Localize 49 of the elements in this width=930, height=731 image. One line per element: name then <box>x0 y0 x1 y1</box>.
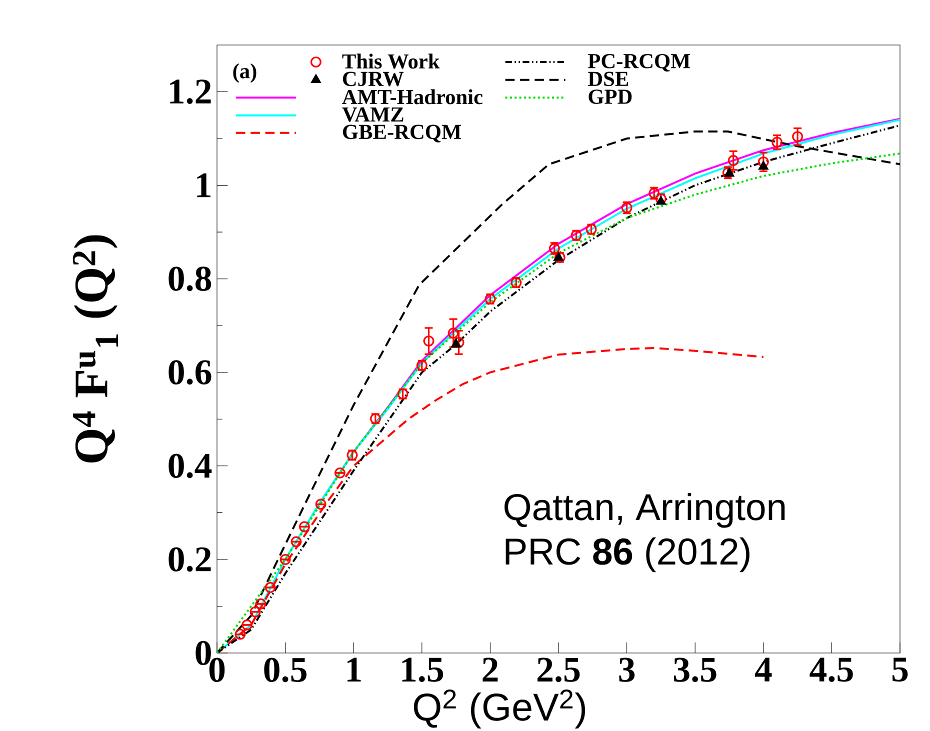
point <box>334 467 346 478</box>
x-tick-label: 5 <box>892 658 908 682</box>
point <box>234 628 246 640</box>
point <box>290 536 302 548</box>
annotation: Qattan, Arrington <box>504 492 785 528</box>
y-tick-label: 0.4 <box>168 454 212 478</box>
x-tick-label: 2 <box>482 658 498 682</box>
point <box>242 619 253 630</box>
legend-label: CJRW <box>342 72 404 86</box>
x-axis-title: Q$^{2}$ (GeV$^{2}$) <box>414 690 586 728</box>
legend-label: GPD <box>588 90 632 104</box>
annotation: (a) <box>233 63 256 83</box>
point <box>250 606 261 618</box>
point <box>453 336 464 348</box>
y-axis-title: Q$^{4}$ F$^{u}$$_{1}$ (Q$^{2}$) <box>72 235 118 463</box>
y-tick-label: 1 <box>197 173 210 198</box>
point <box>728 155 739 166</box>
y-tick-label: 0.6 <box>168 360 212 385</box>
point <box>315 498 326 510</box>
legend-label: VAMZ <box>342 107 404 122</box>
y-tick-label: 0.2 <box>168 547 211 572</box>
legend-label: PC-RCQM <box>588 54 690 72</box>
annotation: PRC 86 (2012) <box>506 537 750 572</box>
x-tick-label: 3 <box>619 658 635 682</box>
point <box>298 521 310 532</box>
point <box>656 196 666 205</box>
point <box>758 156 769 168</box>
y-tick-label: 0.8 <box>168 266 212 292</box>
legend-label: DSE <box>588 72 628 86</box>
point <box>264 582 276 593</box>
point <box>772 136 783 148</box>
point <box>423 336 434 347</box>
point <box>451 338 461 348</box>
point <box>255 598 266 610</box>
x-tick-label: 4.5 <box>810 658 853 682</box>
y-tick-label: 1.2 <box>170 80 211 104</box>
x-tick-label: 2.5 <box>538 658 580 682</box>
x-tick-label: 0.5 <box>264 658 306 682</box>
x-tick-label: 1.5 <box>402 658 444 682</box>
x-tick-label: 3.5 <box>674 658 716 682</box>
point <box>792 131 804 142</box>
point <box>448 328 459 339</box>
x-tick-label: 4 <box>754 658 772 682</box>
legend-label: AMT-Hadronic <box>342 89 482 104</box>
x-tick-label: 1 <box>347 658 361 682</box>
y-tick-label: 0 <box>196 640 211 666</box>
legend-label: GBE-RCQM <box>342 124 462 142</box>
point <box>280 554 291 565</box>
legend-label: This Work <box>342 54 440 69</box>
